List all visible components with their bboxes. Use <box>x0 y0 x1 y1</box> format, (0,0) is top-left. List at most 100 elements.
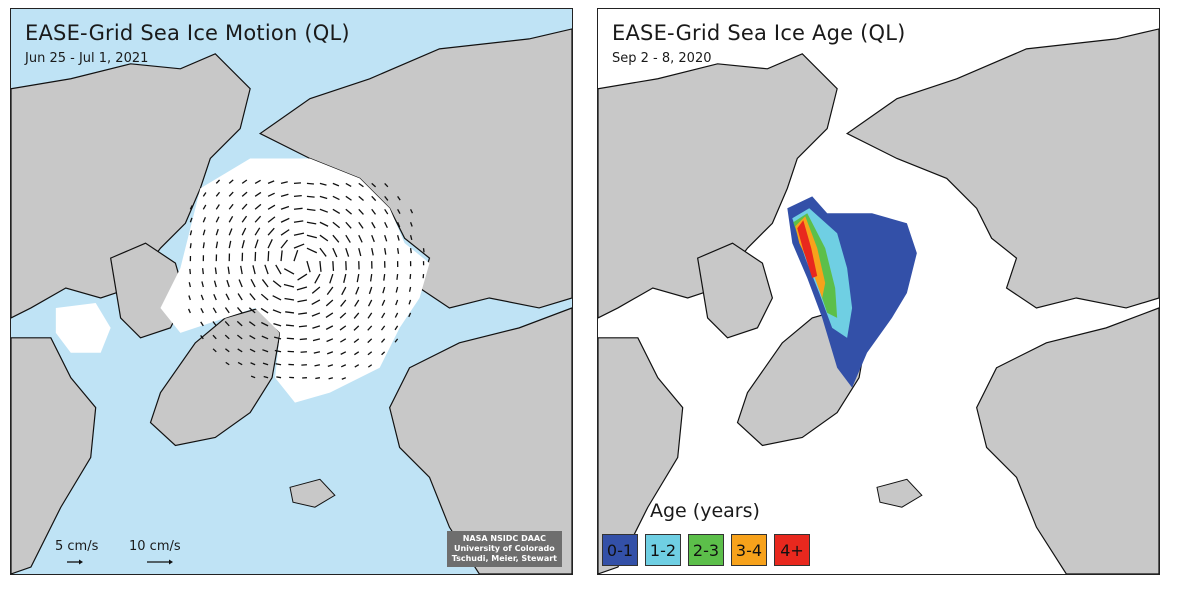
motion-vector-arrow <box>397 221 401 228</box>
motion-vector-arrow <box>380 325 386 331</box>
motion-vector-arrow <box>201 268 204 275</box>
sea-ice-age-map: EASE-Grid Sea Ice Age (QL) Sep 2 - 8, 20… <box>597 8 1160 575</box>
motion-vector-arrow <box>215 204 220 210</box>
motion-vector-arrow <box>241 191 248 197</box>
motion-vector-arrow <box>327 364 334 367</box>
motion-vector-arrow <box>384 195 389 201</box>
motion-vector-arrow <box>345 234 351 243</box>
motion-vector-arrow <box>213 280 217 288</box>
motion-vector-arrow <box>367 299 373 307</box>
motion-vector-arrow <box>189 243 192 249</box>
land-north-america <box>598 53 838 319</box>
motion-vector-arrow <box>249 293 256 301</box>
scale-10cms-label: 10 cm/s <box>129 539 181 554</box>
motion-vector-arrow <box>353 338 360 344</box>
sea-ice-hudson <box>55 302 111 353</box>
motion-vector-arrow <box>293 249 299 262</box>
motion-vector-arrow <box>228 240 232 249</box>
motion-vector-arrow <box>254 239 259 249</box>
motion-vector-arrow <box>408 286 412 292</box>
motion-vector-arrow <box>284 297 295 301</box>
motion-vector-arrow <box>276 376 282 379</box>
motion-vector-arrow <box>212 334 217 340</box>
motion-vector-arrow <box>212 348 217 353</box>
motion-vector-arrow <box>201 281 204 288</box>
motion-vector-arrow <box>319 182 327 186</box>
motion-vector-arrow <box>384 182 389 188</box>
motion-vector-arrow <box>394 325 399 331</box>
legend-swatch-1-2: 1-2 <box>645 534 681 566</box>
motion-vector-arrow <box>280 181 288 185</box>
motion-vector-arrow <box>272 309 282 314</box>
motion-vector-arrow <box>345 247 350 257</box>
motion-vector-arrow <box>371 208 377 215</box>
motion-vector-arrow <box>254 179 261 184</box>
motion-vector-arrow <box>274 349 282 353</box>
scale-5cms: 5 cm/s <box>55 539 98 566</box>
motion-vector-arrow <box>381 312 386 319</box>
motion-vector-arrow <box>396 273 399 280</box>
motion-vector-arrow <box>340 351 347 355</box>
sea-ice-extent <box>160 158 430 403</box>
motion-vector-arrow <box>311 286 321 294</box>
motion-vector-arrow <box>254 191 262 197</box>
motion-vector-arrow <box>296 286 308 291</box>
age-map-graphic <box>598 28 1159 574</box>
motion-vector-arrow <box>252 265 256 275</box>
motion-vector-arrow <box>228 179 234 184</box>
motion-vector-arrow <box>353 325 360 331</box>
motion-vector-arrow <box>319 234 329 242</box>
sea-ice-motion-map: EASE-Grid Sea Ice Motion (QL) Jun 25 - J… <box>10 8 573 575</box>
motion-vector-arrow <box>293 194 302 197</box>
motion-vector-arrow <box>200 335 204 340</box>
motion-vector-arrow <box>367 312 373 319</box>
scale-10cms: 10 cm/s <box>129 539 181 566</box>
motion-vector-arrow <box>227 266 230 275</box>
motion-vector-arrow <box>189 205 193 210</box>
motion-vector-arrow <box>384 248 387 255</box>
motion-vector-arrow <box>409 248 412 254</box>
motion-vector-arrow <box>188 295 191 301</box>
motion-vector-arrow <box>397 195 401 201</box>
motion-vector-arrow <box>306 195 315 198</box>
motion-vector-arrow <box>353 312 360 319</box>
motion-vector-arrow <box>263 375 269 379</box>
motion-vector-arrow <box>409 209 414 214</box>
motion-vector-arrow <box>275 363 282 366</box>
motion-vector-arrow <box>358 247 362 257</box>
motion-vector-arrow <box>215 179 221 184</box>
motion-vector-arrow <box>215 216 220 223</box>
motion-vector-arrow <box>409 235 413 241</box>
motion-vector-arrow <box>241 203 248 210</box>
motion-vector-arrow <box>383 273 386 281</box>
motion-vector-arrow <box>409 222 413 227</box>
motion-vector-arrow <box>381 351 386 356</box>
motion-vector-arrow <box>345 195 352 201</box>
motion-vector-arrow <box>285 311 295 314</box>
motion-vector-arrow <box>261 335 269 340</box>
motion-vector-arrow <box>358 195 364 202</box>
credit-line-2: University of Colorado <box>453 544 555 553</box>
motion-vector-arrow <box>249 334 256 340</box>
motion-vector-arrow <box>262 349 269 353</box>
motion-vector-arrow <box>355 286 360 295</box>
motion-vector-arrow <box>306 221 317 225</box>
motion-vector-arrow <box>274 336 282 340</box>
motion-vector-arrow <box>202 204 207 210</box>
motion-vector-arrow <box>341 286 347 296</box>
motion-vector-arrow <box>228 228 233 236</box>
motion-vector-arrow <box>354 299 360 307</box>
motion-vector-arrow <box>408 312 412 318</box>
motion-vector-arrow <box>367 325 373 331</box>
motion-vector-arrow <box>371 195 377 202</box>
motion-vector-arrow <box>306 208 316 212</box>
motion-vector-arrow <box>267 180 275 184</box>
motion-vector-arrow <box>237 307 243 314</box>
motion-vector-arrow <box>297 299 308 303</box>
credit-line-3: Tschudi, Meier, Stewart <box>451 554 557 563</box>
motion-vector-arrow <box>250 362 256 366</box>
land-canadian-islands <box>696 242 774 339</box>
motion-vector-arrow <box>202 242 205 249</box>
motion-vector-arrow <box>260 307 269 314</box>
motion-vector-arrow <box>339 325 347 331</box>
